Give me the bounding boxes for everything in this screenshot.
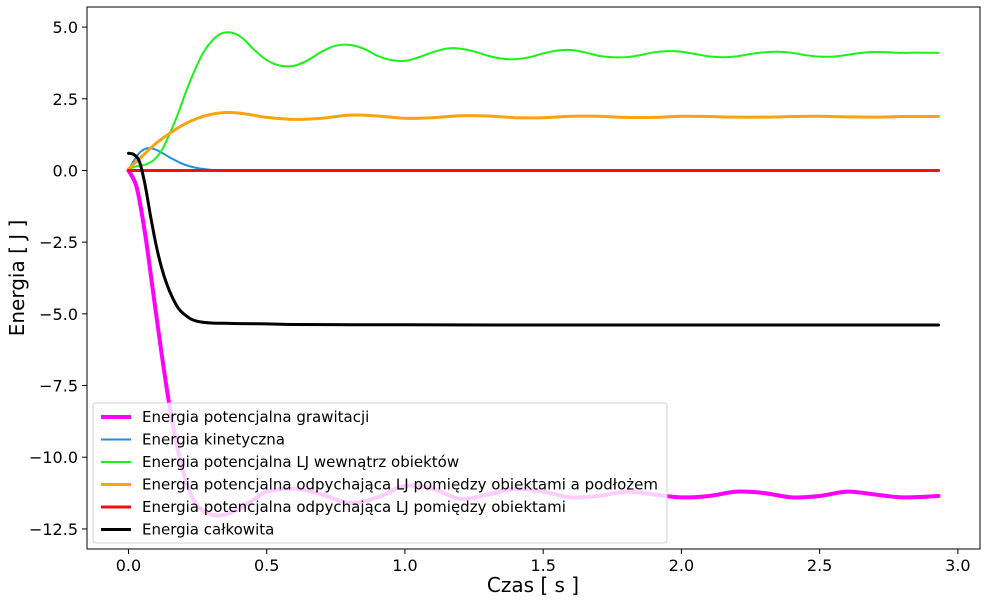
x-tick-label: 2.0 <box>669 556 694 575</box>
series-line-lj-internal <box>127 31 940 171</box>
series-line-lj-ground <box>126 110 941 171</box>
x-tick-label: 1.5 <box>530 556 555 575</box>
x-tick-label: 1.0 <box>392 556 417 575</box>
y-tick-label: −10.0 <box>29 448 78 467</box>
y-tick-label: −12.5 <box>29 520 78 539</box>
y-tick-label: 2.5 <box>53 90 78 109</box>
legend-entry: Energia potencjalna grawitacji <box>142 408 369 426</box>
x-axis-label: Czas [ s ] <box>487 573 579 597</box>
y-tick-label: −5.0 <box>39 305 78 324</box>
legend-entry: Energia kinetyczna <box>142 431 285 449</box>
y-tick-label: −7.5 <box>39 377 78 396</box>
x-tick-label: 2.5 <box>807 556 832 575</box>
legend-entry: Energia potencjalna LJ wewnątrz obiektów <box>142 453 459 471</box>
x-tick-label: 0.5 <box>254 556 279 575</box>
x-tick-label: 0.0 <box>116 556 141 575</box>
x-axis: 0.0 0.5 1.0 1.5 2.0 2.5 3.0 <box>116 549 971 575</box>
legend: Energia potencjalna grawitacji Energia ki… <box>92 402 668 544</box>
y-tick-label: −2.5 <box>39 233 78 252</box>
x-tick-label: 3.0 <box>945 556 970 575</box>
legend-entry: Energia całkowita <box>142 521 274 539</box>
series-line-total <box>126 151 941 327</box>
legend-box <box>92 402 668 544</box>
legend-entry: Energia potencjalna odpychająca LJ pomię… <box>142 498 566 516</box>
y-axis-label: Energia [ J ] <box>5 220 29 337</box>
y-tick-label: 0.0 <box>53 161 78 180</box>
y-tick-label: 5.0 <box>53 18 78 37</box>
legend-entry: Energia potencjalna odpychająca LJ pomię… <box>142 476 658 494</box>
y-axis: 5.0 2.5 0.0 −2.5 −5.0 −7.5 −10.0 −12.5 <box>29 18 87 539</box>
